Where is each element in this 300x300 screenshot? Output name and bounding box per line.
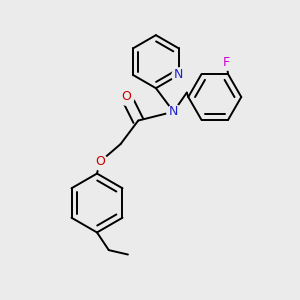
Text: F: F (223, 56, 230, 69)
Text: N: N (174, 68, 184, 81)
Text: O: O (122, 91, 131, 103)
Text: O: O (95, 155, 105, 168)
Text: N: N (169, 105, 178, 118)
